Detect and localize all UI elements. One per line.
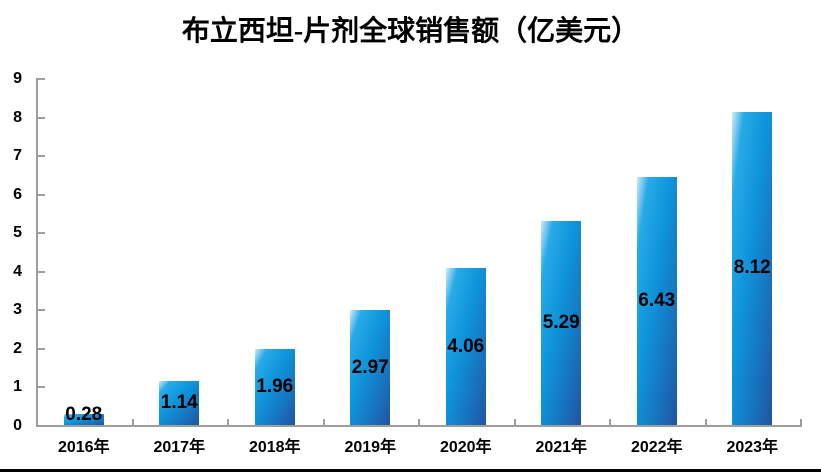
x-axis-line bbox=[36, 425, 802, 427]
y-axis-tick bbox=[38, 193, 45, 196]
x-axis-tick bbox=[513, 419, 516, 425]
x-tick-label: 2017年 bbox=[153, 439, 206, 456]
y-axis-tick bbox=[38, 386, 45, 389]
x-tick-label: 2016年 bbox=[57, 439, 110, 456]
y-tick-label: 1 bbox=[13, 378, 22, 396]
x-axis-tick bbox=[609, 419, 611, 425]
x-tick-label: 2020年 bbox=[439, 439, 492, 456]
y-tick-label: 9 bbox=[13, 70, 22, 87]
y-axis-tick bbox=[38, 270, 45, 273]
y-axis-line bbox=[36, 78, 38, 427]
chart-title: 布立西坦-片剂全球销售额（亿美元） bbox=[181, 16, 640, 47]
bar-value-label: 0.28 bbox=[65, 404, 103, 425]
bar-value-label: 8.12 bbox=[733, 257, 771, 279]
y-axis-tick bbox=[38, 78, 45, 80]
x-tick-label: 2019年 bbox=[344, 439, 397, 456]
bar-2023年 bbox=[732, 111, 773, 425]
y-tick-label: 0 bbox=[13, 417, 22, 434]
x-axis-tick bbox=[418, 419, 420, 425]
bottom-border-line bbox=[0, 469, 821, 472]
y-axis-tick bbox=[38, 347, 45, 350]
y-tick-label: 8 bbox=[13, 108, 22, 126]
x-axis-tick bbox=[800, 419, 802, 425]
y-tick-label: 3 bbox=[13, 301, 22, 319]
bar-value-label: 6.43 bbox=[638, 290, 676, 312]
x-tick-label: 2022年 bbox=[630, 439, 683, 456]
bar-value-label: 4.06 bbox=[447, 335, 485, 357]
y-axis-tick bbox=[38, 309, 45, 312]
y-axis-tick bbox=[38, 116, 45, 119]
bar-2022年 bbox=[636, 177, 677, 425]
bar-value-label: 1.96 bbox=[256, 376, 294, 398]
bar-value-label: 1.14 bbox=[160, 392, 198, 414]
x-tick-label: 2021年 bbox=[535, 439, 588, 456]
bar-2020年 bbox=[445, 268, 486, 425]
y-tick-label: 6 bbox=[13, 185, 22, 203]
bar-2017年 bbox=[159, 381, 200, 425]
x-axis-tick bbox=[704, 419, 707, 425]
y-tick-label: 7 bbox=[13, 147, 22, 165]
bar-2016年 bbox=[63, 414, 104, 425]
bar-value-label: 2.97 bbox=[351, 356, 389, 378]
y-tick-label: 2 bbox=[13, 339, 22, 357]
bar-2021年 bbox=[541, 221, 582, 425]
x-axis-tick bbox=[227, 419, 229, 425]
bar-2018年 bbox=[254, 349, 295, 425]
bar-value-label: 5.29 bbox=[542, 312, 580, 334]
y-axis-tick bbox=[38, 232, 45, 235]
bar-2019年 bbox=[350, 310, 391, 425]
x-axis-tick bbox=[322, 419, 325, 425]
x-tick-label: 2023年 bbox=[726, 439, 779, 456]
y-tick-label: 5 bbox=[13, 224, 22, 242]
x-tick-label: 2018年 bbox=[248, 439, 301, 456]
y-axis-tick bbox=[38, 155, 45, 158]
y-tick-label: 4 bbox=[13, 262, 22, 280]
x-axis-tick bbox=[131, 419, 134, 425]
